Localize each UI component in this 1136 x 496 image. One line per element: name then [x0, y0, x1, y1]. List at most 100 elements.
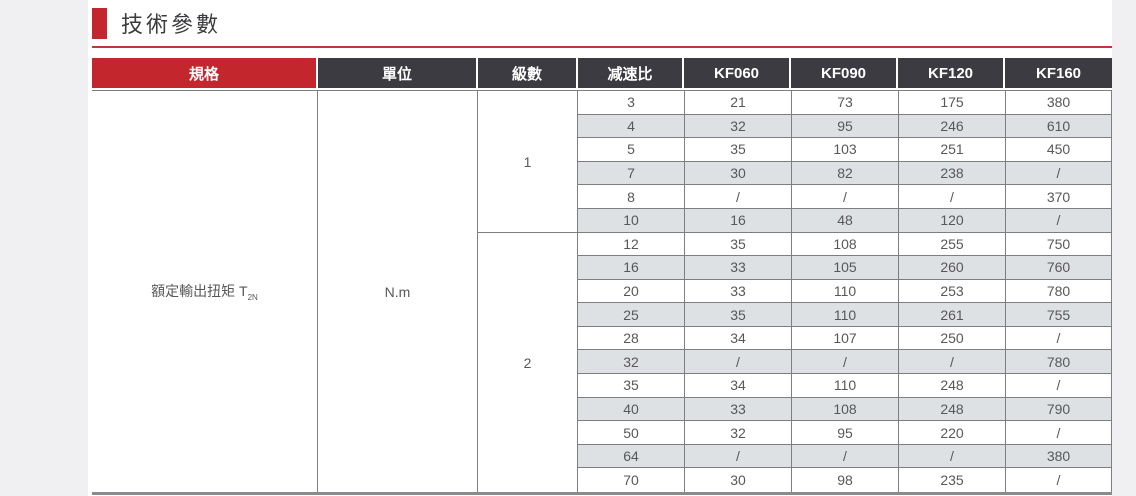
- section-header: 技術參數: [92, 7, 221, 39]
- torque-value-cell: /: [1005, 374, 1112, 398]
- torque-value-cell: 253: [898, 279, 1005, 304]
- torque-value-cell: 33: [684, 397, 791, 422]
- torque-value-cell: 32: [684, 421, 791, 445]
- ratio-cell: 4: [578, 114, 684, 139]
- torque-value-cell: 380: [1005, 444, 1112, 469]
- torque-value-cell: 95: [791, 421, 898, 445]
- torque-value-cell: 175: [898, 91, 1005, 115]
- torque-value-cell: 110: [791, 279, 898, 304]
- torque-value-cell: 35: [684, 138, 791, 162]
- ratio-cell: 10: [578, 208, 684, 233]
- header-kf090: KF090: [791, 58, 898, 88]
- ratio-cell: 7: [578, 161, 684, 186]
- torque-value-cell: /: [898, 350, 1005, 375]
- torque-value-cell: /: [684, 444, 791, 469]
- torque-value-cell: 33: [684, 279, 791, 304]
- ratio-cell: 16: [578, 256, 684, 280]
- stage-cell: 1: [478, 91, 577, 234]
- torque-value-cell: 380: [1005, 91, 1112, 115]
- torque-value-cell: 246: [898, 114, 1005, 139]
- ratio-cell: 35: [578, 374, 684, 398]
- torque-value-cell: /: [684, 185, 791, 209]
- right-margin-strip: [1112, 0, 1136, 496]
- torque-value-cell: 108: [791, 397, 898, 422]
- torque-value-cell: 250: [898, 326, 1005, 351]
- torque-value-cell: 35: [684, 232, 791, 257]
- stage-cell: 2: [523, 354, 532, 371]
- torque-value-cell: /: [1005, 326, 1112, 351]
- torque-value-cell: 98: [791, 468, 898, 492]
- header-spec: 規格: [92, 58, 318, 88]
- ratio-cell: 5: [578, 138, 684, 162]
- torque-value-cell: 780: [1005, 350, 1112, 375]
- ratio-cell: 32: [578, 350, 684, 375]
- torque-value-cell: 760: [1005, 256, 1112, 280]
- torque-value-cell: 370: [1005, 185, 1112, 209]
- torque-value-cell: /: [1005, 468, 1112, 492]
- ratio-cell: 40: [578, 397, 684, 422]
- header-ratio: 减速比: [578, 58, 684, 88]
- torque-value-cell: 32: [684, 114, 791, 139]
- torque-value-cell: 30: [684, 468, 791, 492]
- ratio-cell: 3: [578, 91, 684, 115]
- torque-value-cell: 110: [791, 374, 898, 398]
- torque-value-cell: 34: [684, 326, 791, 351]
- torque-value-cell: 108: [791, 232, 898, 257]
- technical-parameters-table: 規格 單位 級數 减速比 KF060 KF090 KF120 KF160 額定輸…: [92, 58, 1112, 495]
- torque-value-cell: /: [791, 444, 898, 469]
- header-unit: 單位: [318, 58, 478, 88]
- torque-value-cell: 450: [1005, 138, 1112, 162]
- torque-value-cell: 235: [898, 468, 1005, 492]
- torque-value-cell: 105: [791, 256, 898, 280]
- ratio-cell: 50: [578, 421, 684, 445]
- spec-cell: 額定輸出扭矩 T2N: [92, 91, 318, 492]
- ratio-cell: 25: [578, 303, 684, 327]
- ratio-values-grid: 3 21 73 175 380 4 32 95 246 610 5 35 103 251 450 7 30 82 2…: [578, 91, 1112, 492]
- left-margin-strip: [0, 0, 88, 496]
- torque-value-cell: 755: [1005, 303, 1112, 327]
- torque-value-cell: 251: [898, 138, 1005, 162]
- torque-value-cell: 107: [791, 326, 898, 351]
- header-kf120: KF120: [898, 58, 1005, 88]
- ratio-cell: 28: [578, 326, 684, 351]
- header-kf160: KF160: [1005, 58, 1112, 88]
- torque-value-cell: 16: [684, 208, 791, 233]
- torque-value-cell: 35: [684, 303, 791, 327]
- torque-value-cell: /: [791, 350, 898, 375]
- ratio-cell: 8: [578, 185, 684, 209]
- torque-value-cell: 110: [791, 303, 898, 327]
- torque-value-cell: 73: [791, 91, 898, 115]
- unit-cell: N.m: [318, 91, 478, 492]
- title-underline: [92, 46, 1112, 48]
- torque-value-cell: 260: [898, 256, 1005, 280]
- ratio-cell: 12: [578, 232, 684, 257]
- ratio-cell: 70: [578, 468, 684, 492]
- torque-value-cell: 33: [684, 256, 791, 280]
- header-stage: 級數: [478, 58, 578, 88]
- torque-value-cell: 95: [791, 114, 898, 139]
- torque-value-cell: 248: [898, 374, 1005, 398]
- torque-value-cell: 120: [898, 208, 1005, 233]
- torque-value-cell: /: [898, 185, 1005, 209]
- torque-value-cell: 48: [791, 208, 898, 233]
- torque-value-cell: 238: [898, 161, 1005, 186]
- torque-value-cell: 103: [791, 138, 898, 162]
- torque-value-cell: 750: [1005, 232, 1112, 257]
- torque-value-cell: 261: [898, 303, 1005, 327]
- torque-value-cell: 30: [684, 161, 791, 186]
- torque-value-cell: 82: [791, 161, 898, 186]
- table-header-row: 規格 單位 級數 减速比 KF060 KF090 KF120 KF160: [92, 58, 1112, 88]
- torque-value-cell: 21: [684, 91, 791, 115]
- header-kf060: KF060: [684, 58, 791, 88]
- page-title: 技術參數: [121, 12, 222, 37]
- ratio-cell: 64: [578, 444, 684, 469]
- torque-value-cell: /: [791, 185, 898, 209]
- spec-label: 額定輸出扭矩 T2N: [151, 283, 258, 302]
- torque-value-cell: 248: [898, 397, 1005, 422]
- torque-value-cell: 780: [1005, 279, 1112, 304]
- torque-value-cell: 610: [1005, 114, 1112, 139]
- torque-value-cell: /: [1005, 208, 1112, 233]
